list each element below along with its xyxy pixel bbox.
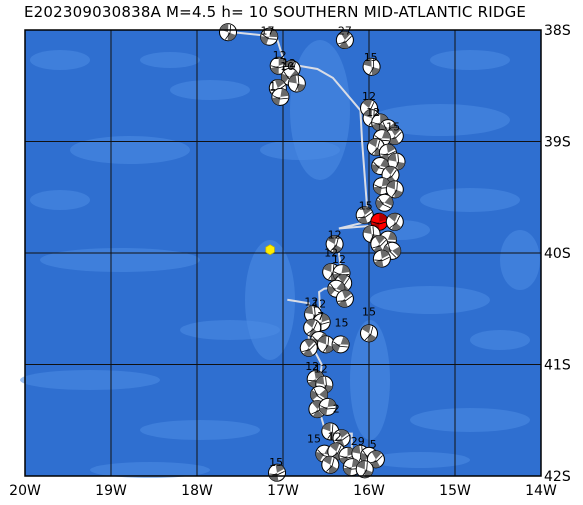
bathymetry-patch	[350, 320, 390, 440]
bathymetry-patch	[370, 452, 470, 468]
focal-mechanism	[385, 212, 404, 231]
focal-mechanism	[287, 74, 306, 93]
bathymetry-patch	[70, 136, 190, 164]
bathymetry-patch	[30, 50, 90, 70]
bathymetry-patch	[40, 248, 200, 272]
longitude-tick-label: 18W	[181, 483, 213, 499]
focal-mechanism	[260, 27, 279, 46]
depth-label: 12	[312, 298, 326, 311]
depth-label: 27	[338, 25, 352, 38]
focal-mechanism	[335, 289, 354, 308]
focal-mechanism	[375, 193, 394, 212]
bathymetry-patch	[290, 40, 350, 180]
depth-label: 10	[280, 60, 294, 73]
depth-label: 12	[362, 90, 376, 103]
focal-mechanism	[331, 335, 350, 354]
latitude-tick-label: 40S	[544, 246, 571, 262]
depth-label: 15	[386, 120, 400, 133]
longitude-tick-label: 16W	[353, 483, 385, 499]
depth-label: 15	[359, 200, 373, 213]
bathymetry-patch	[20, 370, 160, 390]
depth-label: 15	[307, 433, 321, 446]
event-marker	[265, 244, 275, 256]
bathymetry-patch	[370, 286, 490, 314]
depth-label: 12	[273, 49, 287, 62]
depth-label: 12	[332, 253, 346, 266]
focal-mechanism	[306, 370, 325, 388]
focal-mechanism	[372, 249, 391, 268]
depth-label: 15	[364, 51, 378, 64]
latitude-tick-label: 41S	[544, 358, 571, 374]
ridge-segment	[232, 31, 380, 230]
bathymetry-patch	[420, 188, 520, 212]
depth-label: 29	[351, 435, 365, 448]
focal-mechanism	[271, 87, 290, 106]
focal-mechanism	[360, 324, 378, 343]
latitude-tick-label: 39S	[544, 135, 571, 151]
bathymetry-patch	[470, 330, 530, 350]
depth-label: 12	[304, 295, 318, 308]
longitude-axis: 20W 19W 18W 17W 16W 15W 14W	[9, 483, 557, 499]
bathymetry-patch	[500, 230, 540, 290]
focal-mechanism	[385, 180, 404, 199]
longitude-tick-label: 19W	[95, 483, 127, 499]
depth-label: 12	[328, 229, 342, 242]
depth-labels: 17 27151212101121215151212121212715151212…	[261, 25, 401, 470]
focal-mechanism	[268, 463, 286, 482]
focal-mechanism	[378, 143, 397, 162]
focal-mechanism	[325, 235, 344, 254]
focal-mechanism	[299, 338, 318, 357]
depth-label: 7	[317, 310, 324, 323]
focal-mechanism	[332, 429, 351, 448]
bathymetry-patch	[30, 190, 90, 210]
bathymetry-patch	[410, 408, 530, 432]
depth-label: 12	[314, 362, 328, 375]
longitude-tick-label: 17W	[267, 483, 299, 499]
focal-mechanism	[362, 57, 381, 76]
bathymetry-patch	[370, 104, 510, 136]
latitude-axis: 38S 39S 40S 41S 42S	[544, 23, 571, 485]
focal-mechanism	[387, 152, 406, 171]
depth-label: 15	[335, 317, 349, 330]
depth-label: 12	[366, 106, 380, 119]
map-frame	[24, 29, 542, 477]
bathymetry-layer	[20, 40, 540, 478]
depth-label: 15	[269, 456, 283, 469]
focal-mechanisms	[219, 23, 406, 482]
depth-label: 2	[333, 402, 340, 415]
bathymetry-patch	[140, 52, 200, 68]
bathymetry-patch	[430, 50, 510, 70]
depth-label: 12	[328, 430, 342, 443]
latitude-tick-label: 42S	[544, 469, 571, 485]
map-title: E202309030838A M=4.5 h= 10 SOUTHERN MID-…	[24, 3, 527, 21]
focal-mechanism	[366, 450, 385, 469]
depth-label: 15	[362, 305, 376, 318]
focal-mechanism	[355, 206, 374, 225]
latitude-tick-label: 38S	[544, 23, 571, 39]
event-hexagon	[265, 244, 275, 256]
depth-label: 12	[324, 246, 338, 259]
focal-mechanism	[317, 335, 335, 354]
longitude-tick-label: 14W	[525, 483, 557, 499]
depth-label: 1	[269, 80, 276, 93]
depth-label: 5	[370, 438, 377, 451]
bathymetry-patch	[140, 420, 260, 440]
depth-label: 12	[282, 57, 296, 70]
bathymetry-patch	[90, 462, 210, 478]
depth-label: 12	[305, 360, 319, 373]
focal-mechanism	[318, 397, 337, 416]
focal-mechanism	[219, 23, 237, 42]
longitude-tick-label: 15W	[439, 483, 471, 499]
bathymetry-patch	[170, 80, 250, 100]
longitude-tick-label: 20W	[9, 483, 41, 499]
focal-mechanism	[335, 31, 354, 49]
depth-label: 17	[261, 25, 275, 38]
focal-mechanism	[321, 455, 340, 474]
